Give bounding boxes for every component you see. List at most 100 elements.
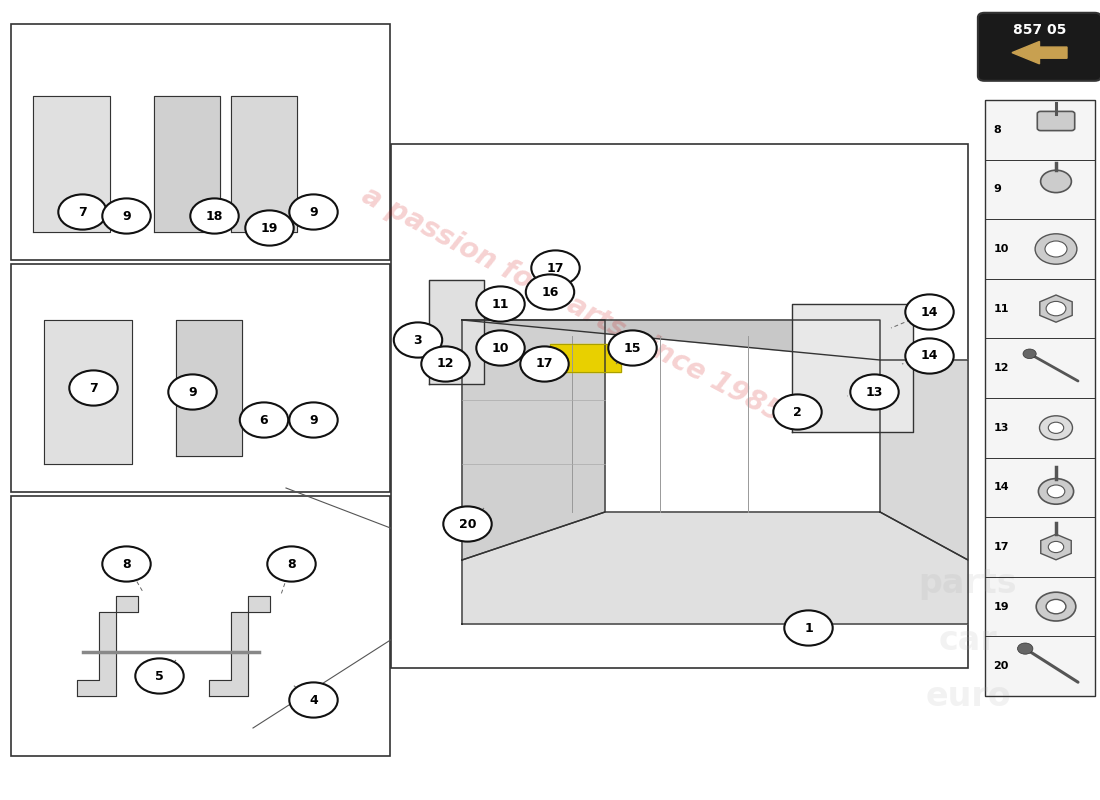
Text: 14: 14 — [921, 306, 938, 318]
Text: car: car — [938, 623, 998, 657]
Text: 18: 18 — [206, 210, 223, 222]
Circle shape — [394, 322, 442, 358]
Circle shape — [102, 198, 151, 234]
Text: 2: 2 — [793, 406, 802, 418]
Bar — [11, 496, 390, 756]
Text: 8: 8 — [287, 558, 296, 570]
Polygon shape — [33, 96, 110, 232]
Text: 4: 4 — [309, 694, 318, 706]
Polygon shape — [462, 512, 968, 624]
Circle shape — [1041, 170, 1071, 193]
Text: 13: 13 — [866, 386, 883, 398]
Text: parts: parts — [918, 567, 1018, 601]
Text: 19: 19 — [261, 222, 278, 234]
Text: 7: 7 — [78, 206, 87, 218]
Text: 20: 20 — [459, 518, 476, 530]
Text: 19: 19 — [993, 602, 1009, 611]
Circle shape — [905, 338, 954, 374]
Circle shape — [1046, 599, 1066, 614]
Polygon shape — [462, 320, 605, 560]
Circle shape — [190, 198, 239, 234]
Circle shape — [531, 250, 580, 286]
Circle shape — [289, 682, 338, 718]
Text: 10: 10 — [993, 244, 1009, 254]
Polygon shape — [77, 596, 138, 696]
Circle shape — [443, 506, 492, 542]
Text: 20: 20 — [993, 661, 1009, 671]
Polygon shape — [44, 320, 132, 464]
FancyBboxPatch shape — [978, 13, 1100, 81]
Circle shape — [784, 610, 833, 646]
Bar — [390, 144, 968, 668]
Text: 9: 9 — [993, 184, 1001, 194]
Text: 12: 12 — [437, 358, 454, 370]
Circle shape — [1046, 302, 1066, 316]
Text: 15: 15 — [624, 342, 641, 354]
Circle shape — [1036, 592, 1076, 621]
Text: 11: 11 — [993, 304, 1009, 314]
Circle shape — [168, 374, 217, 410]
Text: a passion for parts since 1985: a passion for parts since 1985 — [358, 181, 786, 427]
Circle shape — [526, 274, 574, 310]
Circle shape — [1018, 643, 1033, 654]
Text: 857 05: 857 05 — [1013, 23, 1066, 38]
Text: 14: 14 — [921, 350, 938, 362]
Circle shape — [1048, 422, 1064, 434]
Circle shape — [1035, 234, 1077, 264]
Text: 1: 1 — [804, 622, 813, 634]
Circle shape — [905, 294, 954, 330]
Circle shape — [421, 346, 470, 382]
Circle shape — [58, 194, 107, 230]
Text: 6: 6 — [260, 414, 268, 426]
Circle shape — [1045, 241, 1067, 257]
Polygon shape — [1012, 42, 1067, 64]
Circle shape — [1048, 542, 1064, 553]
Text: 12: 12 — [993, 363, 1009, 373]
Circle shape — [773, 394, 822, 430]
Text: 14: 14 — [993, 482, 1009, 493]
Text: 3: 3 — [414, 334, 422, 346]
Text: 17: 17 — [993, 542, 1009, 552]
Text: 9: 9 — [309, 414, 318, 426]
Circle shape — [69, 370, 118, 406]
Text: 7: 7 — [89, 382, 98, 394]
Circle shape — [476, 286, 525, 322]
Text: 17: 17 — [536, 358, 553, 370]
Circle shape — [267, 546, 316, 582]
Polygon shape — [462, 320, 880, 360]
Polygon shape — [154, 96, 220, 232]
Text: 8: 8 — [122, 558, 131, 570]
Text: 9: 9 — [188, 386, 197, 398]
Text: 16: 16 — [541, 286, 559, 298]
Bar — [984, 100, 1094, 696]
Polygon shape — [176, 320, 242, 456]
Text: 17: 17 — [547, 262, 564, 274]
Text: 9: 9 — [309, 206, 318, 218]
Text: 9: 9 — [122, 210, 131, 222]
Circle shape — [102, 546, 151, 582]
Circle shape — [520, 346, 569, 382]
Text: 5: 5 — [155, 670, 164, 682]
Polygon shape — [209, 596, 270, 696]
Polygon shape — [231, 96, 297, 232]
Text: 8: 8 — [993, 125, 1001, 134]
Circle shape — [1047, 485, 1065, 498]
Circle shape — [135, 658, 184, 694]
Circle shape — [850, 374, 899, 410]
Text: 10: 10 — [492, 342, 509, 354]
Polygon shape — [880, 360, 968, 560]
Circle shape — [1038, 478, 1074, 504]
Polygon shape — [550, 344, 622, 372]
Circle shape — [289, 402, 338, 438]
Circle shape — [476, 330, 525, 366]
Circle shape — [289, 194, 338, 230]
Circle shape — [1040, 416, 1072, 440]
FancyBboxPatch shape — [1037, 111, 1075, 130]
Circle shape — [608, 330, 657, 366]
Polygon shape — [792, 304, 913, 432]
Text: euro: euro — [925, 679, 1011, 713]
Circle shape — [245, 210, 294, 246]
Bar — [11, 264, 390, 492]
Text: 13: 13 — [993, 422, 1009, 433]
Circle shape — [240, 402, 288, 438]
